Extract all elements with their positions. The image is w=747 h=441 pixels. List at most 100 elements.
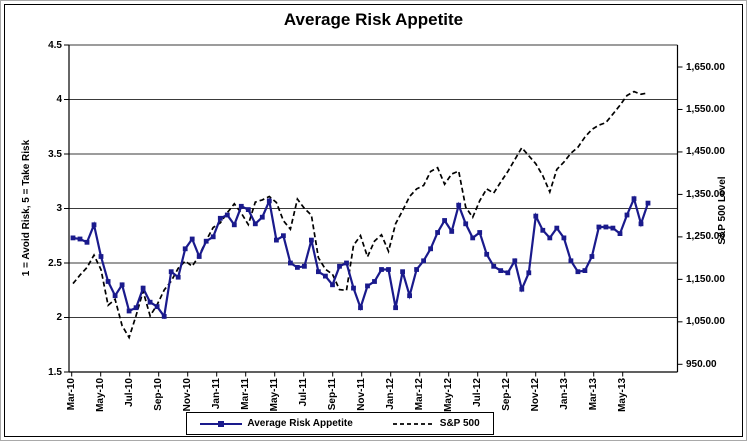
- legend-item-risk-appetite: Average Risk Appetite: [200, 418, 353, 429]
- risk-appetite-marker: [505, 270, 511, 276]
- risk-appetite-marker: [603, 224, 609, 230]
- risk-appetite-marker: [147, 299, 153, 305]
- risk-appetite-marker: [288, 260, 293, 266]
- risk-appetite-marker: [245, 207, 251, 212]
- risk-appetite-marker: [302, 263, 307, 269]
- risk-appetite-marker: [638, 221, 644, 227]
- risk-appetite-line: [72, 195, 650, 320]
- risk-appetite-marker: [526, 270, 532, 276]
- risk-appetite-marker: [533, 213, 539, 219]
- legend-label-risk-appetite: Average Risk Appetite: [247, 418, 353, 429]
- right-axis-tick-label: 1,050.00: [686, 316, 725, 328]
- risk-appetite-marker: [112, 293, 118, 299]
- risk-appetite-marker: [77, 236, 83, 242]
- right-axis-tick-label: 1,250.00: [686, 231, 725, 243]
- risk-appetite-marker: [596, 224, 602, 230]
- risk-appetite-marker: [442, 218, 447, 223]
- risk-appetite-marker: [323, 273, 328, 279]
- risk-appetite-marker: [266, 198, 272, 204]
- risk-appetite-marker: [182, 246, 188, 252]
- sp500-line: [72, 90, 649, 340]
- x-axis-tick-label: Sep-12: [501, 378, 513, 411]
- risk-appetite-marker: [161, 314, 167, 319]
- risk-appetite-marker: [400, 269, 405, 275]
- risk-appetite-marker: [379, 267, 384, 272]
- risk-appetite-marker: [414, 267, 419, 272]
- risk-appetite-marker: [210, 234, 216, 240]
- risk-appetite-marker: [561, 235, 567, 241]
- risk-appetite-marker: [540, 227, 546, 233]
- risk-appetite-marker: [358, 305, 363, 311]
- risk-appetite-marker: [98, 254, 104, 259]
- left-axis-tick-label: 2.5: [48, 257, 62, 269]
- risk-appetite-marker: [519, 286, 525, 292]
- risk-appetite-marker: [140, 285, 146, 291]
- risk-appetite-marker: [203, 238, 209, 244]
- risk-appetite-marker: [568, 258, 574, 264]
- risk-appetite-marker: [498, 268, 504, 273]
- left-axis-tick-label: 4: [56, 94, 62, 105]
- risk-appetite-marker: [274, 237, 279, 243]
- legend-dashed-swatch: [392, 422, 435, 425]
- risk-appetite-marker: [624, 212, 630, 218]
- risk-appetite-marker: [217, 215, 223, 221]
- risk-appetite-marker: [119, 282, 125, 288]
- risk-appetite-marker: [337, 263, 342, 269]
- x-axis-tick-label: Mar-10: [66, 378, 78, 411]
- legend-label-sp500: S&P 500: [439, 418, 480, 429]
- risk-appetite-marker: [617, 231, 623, 236]
- risk-appetite-marker: [484, 251, 490, 257]
- right-axis-tick-label: 1,550.00: [686, 103, 725, 115]
- legend-line-marker-swatch: [200, 420, 243, 427]
- risk-appetite-marker: [316, 269, 321, 275]
- legend-box: Average Risk Appetite S&P 500: [186, 412, 494, 435]
- right-axis-tick-label: 1,350.00: [686, 188, 725, 200]
- risk-appetite-marker: [330, 282, 335, 288]
- risk-appetite-marker: [456, 202, 462, 208]
- risk-appetite-marker: [645, 200, 651, 206]
- chart-border: [4, 4, 743, 437]
- risk-appetite-marker: [435, 230, 440, 235]
- risk-appetite-marker: [224, 212, 230, 218]
- risk-appetite-marker: [575, 269, 581, 275]
- right-axis-tick-label: 1,450.00: [686, 146, 725, 158]
- risk-appetite-marker: [407, 293, 412, 299]
- risk-appetite-marker: [547, 235, 553, 241]
- risk-appetite-marker: [386, 267, 391, 272]
- risk-appetite-marker: [105, 279, 111, 284]
- risk-appetite-marker: [428, 246, 433, 252]
- risk-appetite-marker: [168, 269, 174, 275]
- risk-appetite-marker: [463, 221, 469, 227]
- x-axis-tick-label: May-10: [95, 378, 107, 412]
- risk-appetite-marker: [365, 283, 370, 289]
- risk-appetite-marker: [295, 265, 300, 270]
- left-axis-tick-label: 1.5: [48, 366, 62, 378]
- x-axis-tick-label: Nov-12: [530, 378, 542, 412]
- risk-appetite-marker: [91, 222, 97, 228]
- risk-appetite-marker: [175, 274, 181, 280]
- risk-appetite-marker: [238, 203, 244, 209]
- risk-appetite-marker: [126, 308, 132, 314]
- risk-appetite-marker: [631, 196, 637, 202]
- right-axis-tick-label: 950.00: [686, 358, 717, 370]
- risk-appetite-marker: [610, 225, 616, 231]
- risk-appetite-marker: [189, 236, 195, 242]
- x-axis-tick-label: Mar-13: [588, 378, 600, 411]
- risk-appetite-marker: [281, 233, 286, 239]
- risk-appetite-marker: [231, 222, 237, 228]
- risk-appetite-marker: [196, 254, 202, 259]
- risk-appetite-marker: [421, 258, 426, 264]
- risk-appetite-marker: [554, 225, 560, 231]
- risk-appetite-marker: [70, 235, 76, 241]
- risk-appetite-marker: [372, 279, 377, 284]
- legend-item-sp500: S&P 500: [392, 418, 480, 429]
- risk-appetite-marker: [477, 230, 483, 235]
- risk-appetite-marker: [154, 304, 160, 309]
- risk-appetite-marker: [449, 229, 455, 234]
- risk-appetite-marker: [393, 305, 398, 311]
- left-axis-tick-label: 2: [56, 312, 62, 323]
- right-axis-tick-label: 1,150.00: [686, 273, 725, 285]
- risk-appetite-marker: [309, 237, 314, 243]
